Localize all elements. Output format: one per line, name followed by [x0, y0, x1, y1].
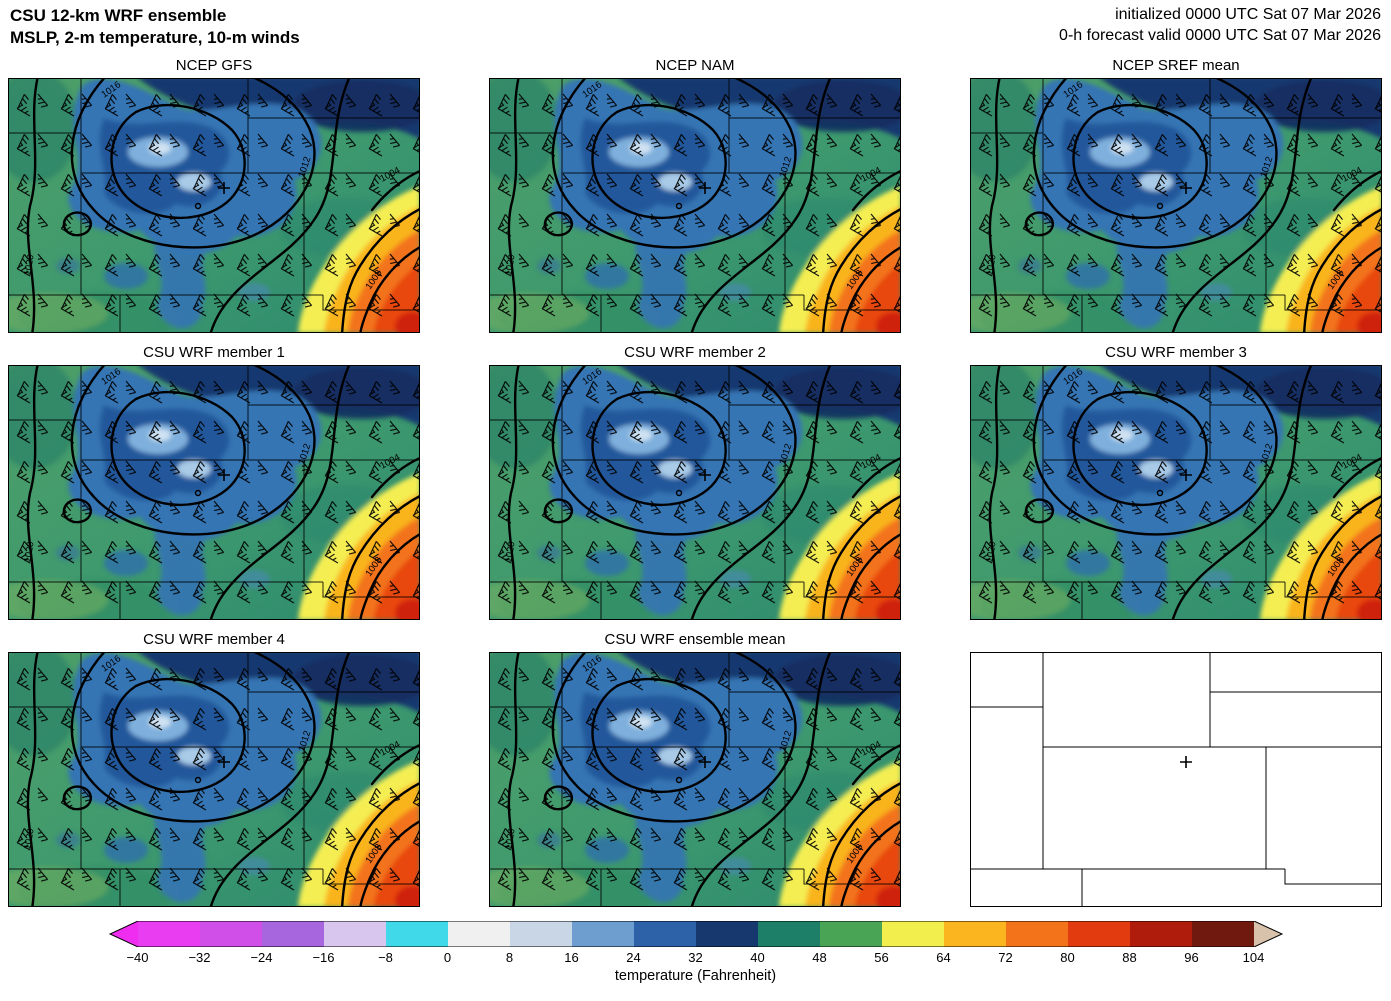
colorbar-right-arrow	[1253, 921, 1282, 947]
state-outline-basemap	[970, 652, 1382, 907]
colorbar-tick: 88	[1122, 950, 1137, 965]
temperature-map	[8, 365, 420, 620]
colorbar-ticks: −40 −32 −24 −16 −8 0 8 16 24 32 40 48 56…	[108, 950, 1284, 966]
panel-title: NCEP GFS	[175, 57, 253, 74]
panel-title: CSU WRF ensemble mean	[604, 631, 786, 648]
colorbar-tick: 104	[1242, 950, 1265, 965]
panel-ncep-sref-mean: NCEP SREF mean	[970, 56, 1382, 333]
colorbar-tick: 0	[443, 950, 452, 965]
colorbar-segment	[1191, 921, 1254, 947]
colorbar-tick: 40	[750, 950, 765, 965]
panel-ncep-gfs: NCEP GFS	[8, 56, 420, 333]
panel-title: CSU WRF member 2	[624, 344, 766, 361]
panel-title	[970, 630, 1382, 652]
colorbar-segment	[137, 921, 200, 947]
panel-title: NCEP SREF mean	[1112, 57, 1240, 74]
figure-subtitle: MSLP, 2-m temperature, 10-m winds	[10, 28, 300, 48]
temperature-map	[489, 365, 901, 620]
colorbar-tick: 56	[874, 950, 889, 965]
colorbar-tick: 48	[812, 950, 827, 965]
colorbar-segment	[881, 921, 944, 947]
colorbar-segment	[695, 921, 758, 947]
temperature-map	[970, 78, 1382, 333]
panel-ncep-nam: NCEP NAM	[489, 56, 901, 333]
colorbar-segment	[819, 921, 882, 947]
temperature-map	[970, 365, 1382, 620]
panel-grid: NCEP GFS NCEP NAM NCEP SREF mean CSU WRF…	[8, 56, 1382, 907]
panel-title: NCEP NAM	[655, 57, 735, 74]
colorbar-left-arrow	[109, 921, 138, 947]
colorbar-gradient	[108, 921, 1283, 947]
panel-wrf-member-4: CSU WRF member 4	[8, 630, 420, 907]
colorbar-tick: 64	[936, 950, 951, 965]
panel-basemap	[970, 630, 1382, 907]
colorbar-tick: 32	[688, 950, 703, 965]
figure-time-block: initialized 0000 UTC Sat 07 Mar 2026 0-h…	[1059, 5, 1381, 49]
temperature-map	[489, 78, 901, 333]
colorbar-tick: 96	[1184, 950, 1199, 965]
valid-time: 0-h forecast valid 0000 UTC Sat 07 Mar 2…	[1059, 26, 1381, 44]
panel-title: CSU WRF member 4	[143, 631, 285, 648]
colorbar-tick: −16	[312, 950, 335, 965]
init-time: initialized 0000 UTC Sat 07 Mar 2026	[1115, 6, 1381, 23]
colorbar-segment	[757, 921, 820, 947]
colorbar-segment	[323, 921, 386, 947]
colorbar-tick: 72	[998, 950, 1013, 965]
colorbar-segment	[943, 921, 1006, 947]
panel-wrf-member-1: CSU WRF member 1	[8, 343, 420, 620]
colorbar-tick: 8	[505, 950, 514, 965]
colorbar-tick: 24	[626, 950, 641, 965]
colorbar-segment	[261, 921, 324, 947]
colorbar-tick: −24	[250, 950, 273, 965]
panel-title: CSU WRF member 3	[1105, 344, 1247, 361]
colorbar-segment	[1129, 921, 1192, 947]
figure-title: CSU 12-km WRF ensemble	[10, 6, 227, 25]
colorbar-segment	[447, 921, 510, 947]
colorbar-segment	[571, 921, 634, 947]
colorbar-tick: −40	[126, 950, 149, 965]
colorbar-segment	[509, 921, 572, 947]
panel-wrf-member-3: CSU WRF member 3	[970, 343, 1382, 620]
figure-title-block: CSU 12-km WRF ensemble MSLP, 2-m tempera…	[10, 5, 300, 49]
colorbar-tick: 16	[564, 950, 579, 965]
panel-wrf-member-2: CSU WRF member 2	[489, 343, 901, 620]
colorbar-segment	[1005, 921, 1068, 947]
temperature-map	[489, 652, 901, 907]
colorbar-tick: −8	[378, 950, 393, 965]
colorbar-segment	[633, 921, 696, 947]
colorbar-tick: 80	[1060, 950, 1075, 965]
temperature-map	[8, 652, 420, 907]
figure-header: CSU 12-km WRF ensemble MSLP, 2-m tempera…	[10, 5, 1381, 49]
colorbar: −40 −32 −24 −16 −8 0 8 16 24 32 40 48 56…	[108, 921, 1284, 984]
colorbar-segment	[385, 921, 448, 947]
temperature-map	[8, 78, 420, 333]
colorbar-tick: −32	[188, 950, 211, 965]
panel-wrf-ensemble-mean: CSU WRF ensemble mean	[489, 630, 901, 907]
colorbar-segment	[199, 921, 262, 947]
panel-title: CSU WRF member 1	[143, 344, 285, 361]
colorbar-label: temperature (Fahrenheit)	[614, 968, 777, 984]
colorbar-segment	[1067, 921, 1130, 947]
